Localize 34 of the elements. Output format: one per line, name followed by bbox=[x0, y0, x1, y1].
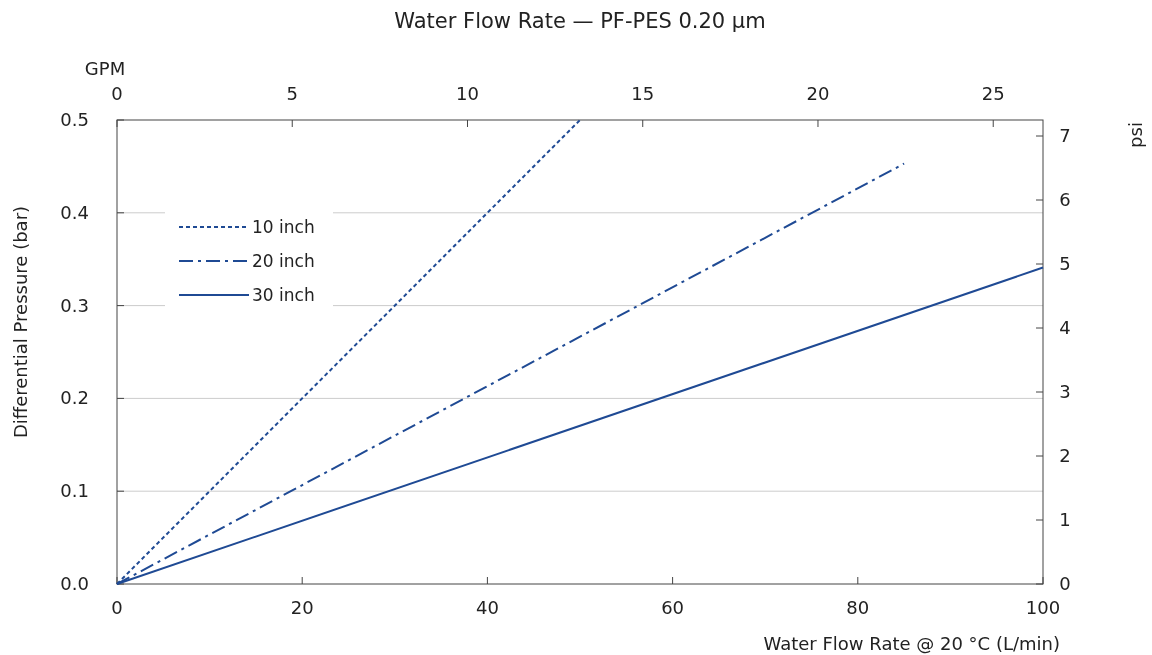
x-tick-label: 60 bbox=[661, 597, 685, 618]
y2-tick-label: 2 bbox=[1059, 445, 1071, 466]
x-axis-title: Water Flow Rate @ 20 °C (L/min) bbox=[763, 633, 1060, 654]
x-tick-label: 0 bbox=[111, 597, 123, 618]
y2-tick-label: 0 bbox=[1059, 573, 1071, 594]
x-tick-label: 40 bbox=[475, 597, 499, 618]
y2-axis-title: psi bbox=[1125, 122, 1146, 148]
y2-tick-label: 3 bbox=[1059, 381, 1071, 402]
x-tick-label: 100 bbox=[1025, 597, 1061, 618]
x-tick-label: 80 bbox=[846, 597, 870, 618]
x2-tick-label: 0 bbox=[111, 83, 123, 104]
y2-tick-label: 7 bbox=[1059, 125, 1071, 146]
y-tick-label: 0.0 bbox=[60, 573, 89, 594]
x2-axis-title: GPM bbox=[84, 58, 126, 79]
legend-label: 10 inch bbox=[252, 217, 315, 237]
y-tick-label: 0.5 bbox=[60, 109, 89, 130]
y2-tick-label: 6 bbox=[1059, 189, 1071, 210]
y-tick-label: 0.1 bbox=[60, 480, 89, 502]
y-axis-title: Differential Pressure (bar) bbox=[10, 205, 31, 439]
y2-tick-label: 5 bbox=[1059, 253, 1071, 274]
x2-tick-label: 25 bbox=[981, 83, 1005, 104]
y2-tick-label: 1 bbox=[1059, 509, 1071, 530]
x-tick-label: 20 bbox=[290, 597, 314, 618]
y2-tick-label: 4 bbox=[1059, 317, 1071, 338]
y-tick-label: 0.2 bbox=[60, 387, 89, 409]
y-tick-label: 0.3 bbox=[60, 294, 89, 316]
legend-label: 30 inch bbox=[252, 285, 315, 305]
y-tick-label: 0.4 bbox=[60, 201, 89, 223]
x2-tick-label: 20 bbox=[806, 83, 830, 104]
chart-title: Water Flow Rate — PF-PES 0.20 µm bbox=[394, 9, 766, 33]
x2-tick-label: 15 bbox=[631, 83, 655, 104]
x2-tick-label: 10 bbox=[456, 83, 479, 104]
legend-label: 20 inch bbox=[252, 251, 315, 271]
x2-tick-label: 5 bbox=[286, 83, 298, 104]
